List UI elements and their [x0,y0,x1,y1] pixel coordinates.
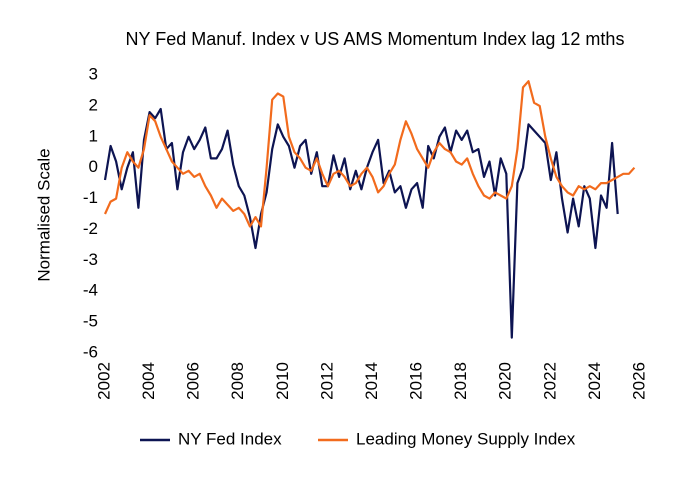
chart-title: NY Fed Manuf. Index v US AMS Momentum In… [126,29,625,49]
y-tick-label: 2 [89,95,98,114]
y-tick-label: -6 [83,342,98,361]
series-line [103,107,619,339]
legend-label: Leading Money Supply Index [356,429,576,448]
x-tick-label: 2008 [228,362,247,400]
y-tick-label: -3 [83,250,98,269]
x-tick-label: 2016 [407,362,426,400]
x-tick-label: 2002 [94,362,113,400]
x-tick-label: 2010 [273,362,292,400]
x-tick-label: 2014 [362,362,381,400]
y-tick-label: -4 [83,281,98,300]
y-tick-label: 0 [89,157,98,176]
x-tick-label: 2026 [629,362,648,400]
x-tick-label: 2020 [496,362,515,400]
y-tick-label: 3 [89,64,98,83]
x-tick-label: 2012 [317,362,336,400]
x-tick-label: 2006 [184,362,203,400]
y-tick-label: 1 [89,126,98,145]
x-tick-label: 2022 [540,362,559,400]
series-line [103,80,636,228]
y-tick-label: -2 [83,219,98,238]
x-tick-label: 2004 [139,362,158,400]
legend-label: NY Fed Index [178,429,282,448]
x-tick-label: 2018 [451,362,470,400]
y-tick-label: -5 [83,312,98,331]
y-tick-label: -1 [83,188,98,207]
x-tick-label: 2024 [585,362,604,400]
y-axis-label: Normalised Scale [34,148,53,281]
